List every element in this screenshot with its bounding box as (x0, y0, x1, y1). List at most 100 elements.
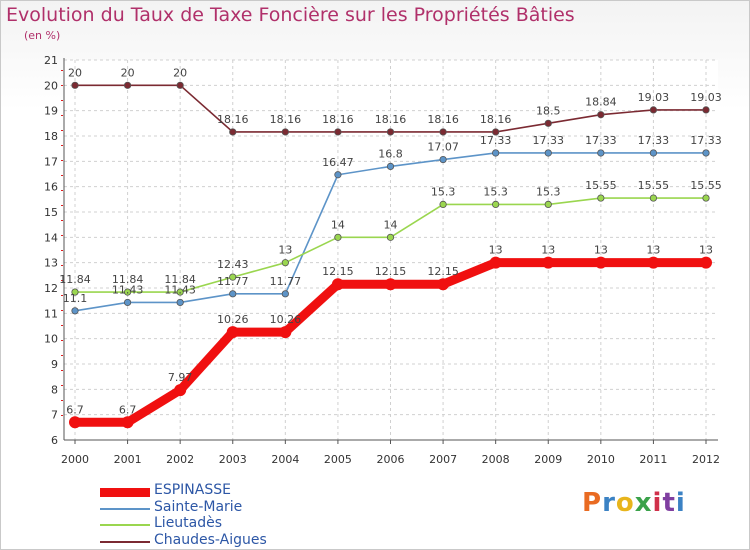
data-label-lieutades: 15.55 (585, 179, 617, 192)
data-point-sainte-marie (597, 149, 605, 157)
y-tick-label: 11 (44, 307, 58, 320)
data-point-chaudes-aigues (123, 81, 132, 89)
data-label-chaudes-aigues: 20 (173, 66, 187, 79)
data-label-lieutades: 14 (331, 218, 345, 231)
data-point-chaudes-aigues (649, 106, 658, 114)
plot-area (64, 60, 718, 440)
legend-swatch-chaudes-aigues (100, 540, 150, 543)
logo-letter: o (615, 488, 635, 518)
data-label-chaudes-aigues: 18.16 (480, 113, 512, 126)
data-point-espinasse (489, 256, 502, 269)
x-tick-label: 2001 (114, 453, 142, 466)
x-tick-label: 2005 (324, 453, 352, 466)
logo-letter: r (602, 488, 616, 518)
data-point-chaudes-aigues (544, 119, 552, 127)
data-label-chaudes-aigues: 18.16 (217, 113, 249, 126)
data-label-sainte-marie: 17.33 (585, 134, 617, 147)
data-label-espinasse: 12.15 (427, 265, 459, 278)
data-label-chaudes-aigues: 18.5 (536, 104, 561, 117)
data-label-lieutades: 14 (384, 218, 398, 231)
data-point-lieutades (229, 273, 237, 281)
data-point-espinasse (594, 256, 607, 269)
data-label-sainte-marie: 11.77 (270, 275, 302, 288)
data-label-lieutades: 15.3 (431, 185, 456, 198)
data-label-chaudes-aigues: 18.16 (270, 113, 302, 126)
data-label-espinasse: 13 (699, 244, 713, 257)
data-label-sainte-marie: 11.1 (63, 292, 88, 305)
logo-letter: x (634, 488, 653, 518)
y-tick-label: 14 (44, 231, 58, 244)
data-point-lieutades (334, 233, 342, 241)
data-label-lieutades: 15.3 (536, 185, 561, 198)
x-tick-label: 2003 (219, 453, 247, 466)
data-label-sainte-marie: 11.77 (217, 275, 249, 288)
data-point-chaudes-aigues (176, 81, 184, 89)
data-label-espinasse: 10.26 (270, 313, 302, 326)
y-tick-label: 20 (44, 79, 58, 92)
data-point-chaudes-aigues (71, 81, 79, 89)
data-label-espinasse: 6.7 (66, 403, 84, 416)
data-label-chaudes-aigues: 18.16 (322, 113, 354, 126)
data-point-espinasse (121, 416, 134, 429)
data-label-sainte-marie: 17.33 (533, 134, 565, 147)
data-point-lieutades (492, 200, 500, 208)
data-point-chaudes-aigues (334, 128, 342, 136)
data-point-espinasse (647, 256, 660, 269)
legend-label-espinasse: ESPINASSE (154, 482, 231, 498)
data-point-lieutades (281, 259, 289, 267)
data-label-lieutades: 15.55 (690, 179, 722, 192)
data-label-lieutades: 11.84 (59, 273, 91, 286)
logo-letter: P (582, 488, 603, 518)
data-label-espinasse: 13 (646, 244, 660, 257)
logo-letter: i (652, 488, 663, 518)
data-point-sainte-marie (229, 290, 237, 298)
data-label-lieutades: 15.55 (638, 179, 670, 192)
y-tick-label: 9 (51, 358, 58, 371)
legend-label-lieutades: Lieutadès (154, 515, 223, 531)
data-point-sainte-marie (334, 171, 342, 179)
y-tick-label: 10 (44, 333, 58, 346)
data-point-chaudes-aigues (597, 111, 605, 119)
x-tick-label: 2010 (587, 453, 615, 466)
data-point-sainte-marie (492, 149, 500, 157)
data-point-sainte-marie (439, 155, 447, 164)
y-tick-label: 8 (51, 383, 58, 396)
data-point-espinasse (542, 256, 555, 269)
data-point-chaudes-aigues (702, 106, 710, 114)
data-point-espinasse (331, 278, 344, 291)
data-label-chaudes-aigues: 18.84 (585, 96, 617, 109)
data-point-sainte-marie (71, 307, 79, 315)
x-tick-label: 2006 (377, 453, 405, 466)
data-label-chaudes-aigues: 18.16 (375, 113, 407, 126)
x-tick-label: 2004 (271, 453, 299, 466)
data-label-chaudes-aigues: 20 (68, 66, 82, 79)
data-point-espinasse (279, 326, 292, 339)
data-label-sainte-marie: 17.07 (427, 141, 459, 154)
data-label-sainte-marie: 17.33 (638, 134, 670, 147)
data-label-lieutades: 15.3 (483, 185, 508, 198)
data-label-espinasse: 13 (594, 244, 608, 257)
data-label-sainte-marie: 11.43 (112, 283, 144, 296)
data-label-sainte-marie: 11.43 (164, 283, 196, 296)
data-label-sainte-marie: 17.33 (480, 134, 512, 147)
data-label-espinasse: 12.15 (322, 265, 354, 278)
data-point-chaudes-aigues (492, 128, 500, 136)
data-point-chaudes-aigues (281, 128, 289, 136)
data-label-lieutades: 13 (278, 244, 292, 257)
y-tick-label: 21 (44, 54, 58, 67)
data-point-lieutades (386, 233, 395, 241)
data-label-lieutades: 11.84 (112, 273, 144, 286)
x-tick-label: 2002 (166, 453, 194, 466)
data-point-lieutades (71, 288, 79, 296)
logo-letter: i (675, 488, 686, 518)
logo-letter: t (662, 488, 676, 518)
data-label-lieutades: 11.84 (164, 273, 196, 286)
y-tick-label: 16 (44, 181, 58, 194)
data-point-sainte-marie (176, 298, 184, 307)
data-label-espinasse: 12.15 (375, 265, 407, 278)
data-label-espinasse: 6.7 (119, 403, 137, 416)
data-point-espinasse (700, 256, 712, 269)
data-point-sainte-marie (123, 298, 132, 307)
legend-label-sainte-marie: Sainte-Marie (154, 498, 243, 515)
y-tick-label: 18 (44, 130, 58, 143)
